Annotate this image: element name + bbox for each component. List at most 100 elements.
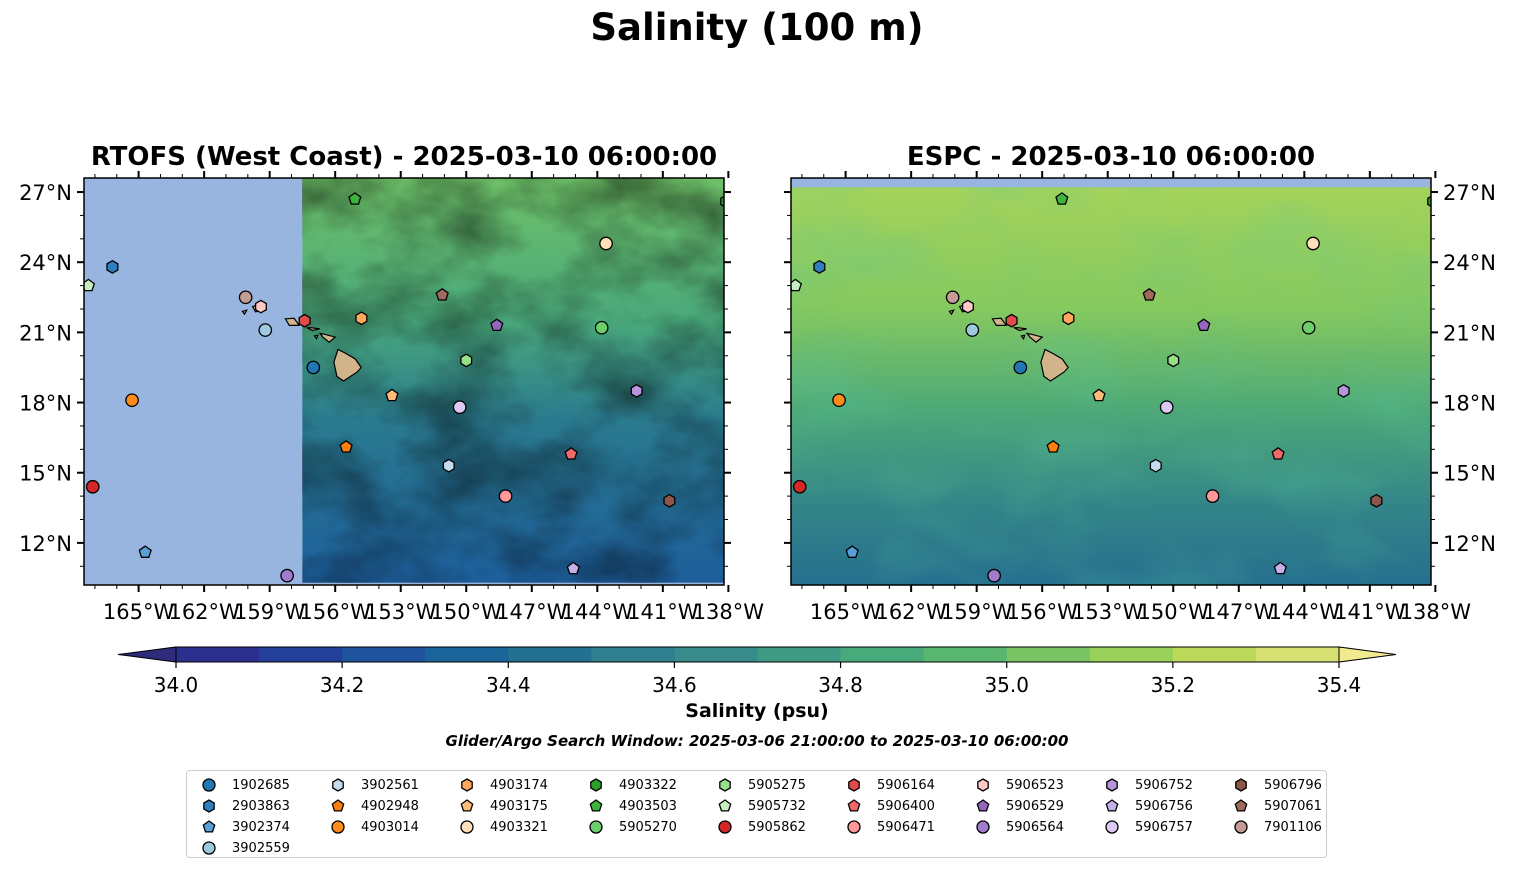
legend-item-5906471: 5906471: [844, 818, 935, 836]
colorbar-bin: [923, 647, 1008, 662]
legend-label: 3902374: [232, 819, 290, 835]
colorbar-bin: [591, 647, 675, 662]
legend-marker-5906471: [847, 820, 861, 834]
colorbar-bin: [1172, 647, 1257, 662]
espc-map-frame: [790, 177, 1432, 586]
legend-label: 4903321: [490, 819, 548, 835]
legend-marker-icon: [718, 799, 732, 812]
legend-label: 5906564: [1006, 819, 1064, 835]
legend-marker-icon: [1234, 820, 1248, 834]
legend-label: 3902561: [361, 777, 419, 793]
float-5906564-marker: [987, 568, 1001, 583]
legend-marker-5906400: [847, 799, 861, 812]
float-5906752-marker: [1337, 383, 1350, 398]
lon-tick-label: 138°W: [1400, 600, 1472, 624]
float-5905270-marker: [594, 320, 609, 335]
lon-tick-label: 156°W: [1007, 600, 1079, 624]
legend-marker-icon: [332, 778, 344, 792]
legend-label: 5907061: [1264, 798, 1322, 814]
legend-item-4903322: 4903322: [586, 776, 677, 794]
float-5905862-marker: [792, 479, 807, 494]
float-5906164-marker: [1005, 313, 1018, 328]
legend-item-5905270: 5905270: [586, 818, 677, 836]
legend-label: 5906523: [1006, 777, 1064, 793]
legend-marker-4903322: [590, 778, 602, 792]
float-5906564-marker: [280, 568, 294, 583]
legend-marker-icon: [1105, 820, 1119, 834]
float-2903863-marker: [106, 259, 119, 274]
legend-marker-5906752: [1106, 778, 1118, 792]
float-5905270-marker: [1301, 320, 1316, 335]
legend-marker-4903175: [460, 799, 474, 812]
island-0: [333, 348, 362, 382]
legend-marker-5906529: [976, 799, 990, 812]
legend-item-5905275: 5905275: [715, 776, 806, 794]
island-5: [241, 309, 248, 316]
float-5905732-marker: [791, 278, 803, 292]
float-5906757-marker: [1159, 400, 1174, 415]
legend-item-3902559: 3902559: [199, 839, 290, 857]
legend-item-4903174: 4903174: [457, 776, 548, 794]
float-5906523-marker: [254, 299, 267, 314]
float-5906400-marker: [1271, 446, 1285, 460]
legend-marker-icon: [719, 778, 731, 792]
lon-tick-label: 153°W: [1072, 600, 1144, 624]
legend-label: 5906471: [877, 819, 935, 835]
legend-marker-icon: [977, 778, 989, 792]
float-4903174-marker: [355, 311, 368, 326]
right-panel-title: ESPC - 2025-03-10 06:00:00: [906, 142, 1316, 172]
colorbar-bin: [674, 647, 758, 662]
island-1: [1025, 332, 1044, 343]
float-4903175-marker: [1092, 388, 1106, 402]
float-4902948-marker: [1046, 439, 1060, 453]
legend-marker-icon: [1106, 778, 1118, 792]
legend-label: 5906164: [877, 777, 935, 793]
legend-marker-icon: [589, 799, 603, 812]
float-5907061-marker: [1142, 288, 1156, 301]
lon-tick-label: 162°W: [875, 600, 947, 624]
island-3: [991, 317, 1008, 326]
legend-marker-icon: [331, 799, 345, 812]
colorbar-bin: [259, 647, 343, 662]
float-legend: 1902685 2903863 3902374 3902559 3902561 49029…: [186, 770, 1327, 858]
float-4903503-marker: [348, 192, 362, 205]
legend-marker-icon: [202, 841, 216, 855]
legend-marker-icon: [848, 778, 860, 792]
legend-label: 4903014: [361, 819, 419, 835]
float-3902374-marker: [138, 545, 152, 558]
float-3902374-marker: [845, 545, 859, 558]
legend-marker-5905862: [718, 820, 732, 834]
legend-marker-icon: [1234, 799, 1248, 812]
legend-label: 5906400: [877, 798, 935, 814]
lon-tick-label: 141°W: [627, 600, 699, 624]
legend-marker-icon: [1235, 778, 1247, 792]
legend-label: 5905275: [748, 777, 806, 793]
legend-marker-5905732: [718, 799, 732, 812]
legend-marker-1902685: [202, 778, 216, 792]
float-4903175-marker: [385, 388, 399, 402]
float-3902561-marker: [1149, 458, 1162, 473]
legend-marker-5905275: [719, 778, 731, 792]
legend-item-7901106: 7901106: [1231, 818, 1322, 836]
legend-marker-5906756: [1105, 799, 1119, 812]
lat-tick-label: 12°N: [19, 532, 72, 556]
legend-marker-3902559: [202, 841, 216, 855]
float-1902685-marker: [1013, 360, 1028, 375]
lon-tick-label: 150°W: [431, 600, 503, 624]
legend-item-5905732: 5905732: [715, 797, 806, 815]
colorbar-tick-label: 34.4: [486, 673, 531, 697]
lon-tick-label: 153°W: [365, 600, 437, 624]
legend-label: 5906752: [1135, 777, 1193, 793]
colorbar-bin: [508, 647, 592, 662]
island-2: [306, 326, 320, 332]
legend-marker-icon: [461, 778, 473, 792]
lon-tick-label: 159°W: [941, 600, 1013, 624]
float-4903174-marker: [1062, 311, 1075, 326]
float-5906756-marker: [1273, 561, 1287, 575]
legend-marker-7901106: [1234, 820, 1248, 834]
espc-float-markers: [791, 192, 1431, 583]
float-5905732-marker: [84, 278, 96, 292]
espc-axes: 165°W162°W159°W156°W153°W150°W147°W144°W…: [784, 171, 1496, 624]
lon-tick-label: 165°W: [103, 600, 175, 624]
legend-marker-4903503: [589, 799, 603, 812]
